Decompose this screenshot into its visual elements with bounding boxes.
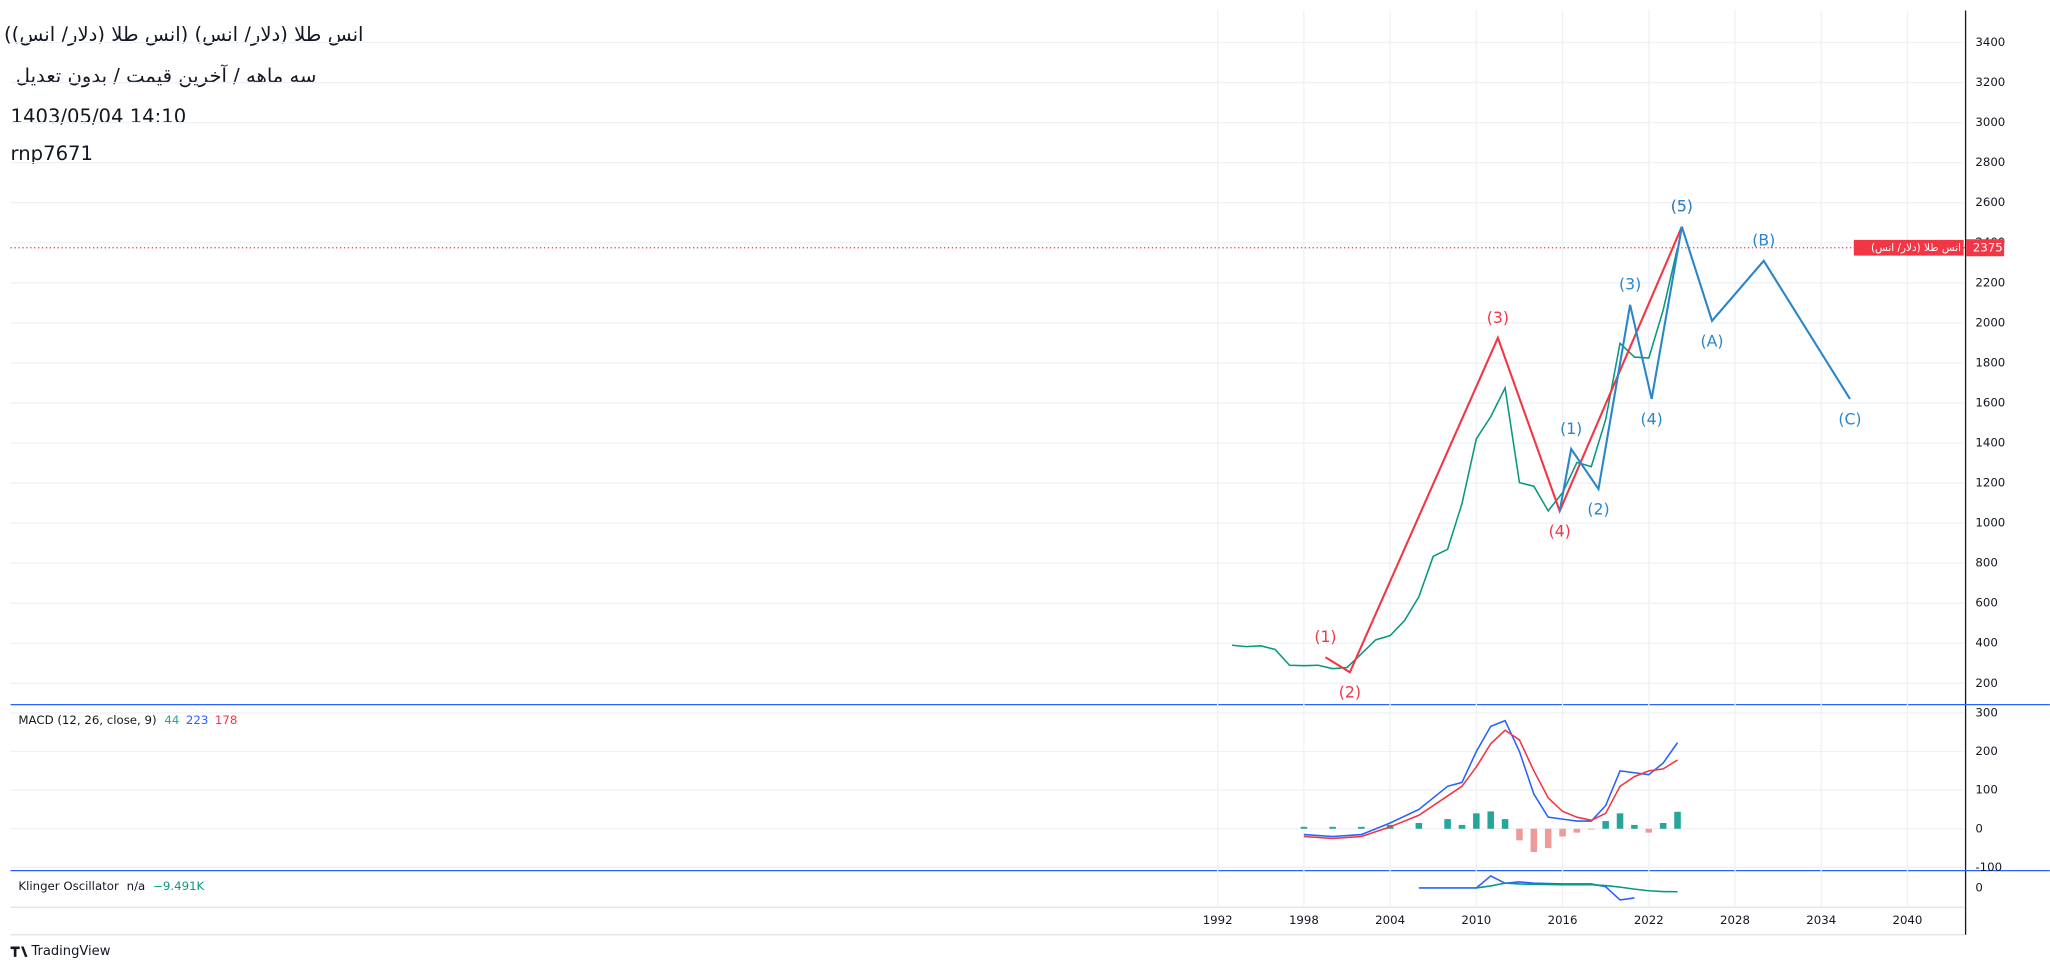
wave-label: (2) [1587, 499, 1609, 518]
wave-label: (2) [1339, 683, 1361, 702]
y-tick-label: 2800 [1975, 155, 2005, 169]
wave-label: (1) [1314, 627, 1336, 646]
histogram-bar [1415, 822, 1423, 829]
last-price-label: 2375 [1973, 240, 2003, 254]
y-tick-label: 2200 [1975, 275, 2005, 289]
symbol-subtitle: سه ماهه / آخرین قیمت / بدون تعدیل [16, 64, 317, 88]
wave-label: (5) [1671, 197, 1693, 216]
y-tick-label: 3200 [1975, 75, 2005, 89]
wave-label: (4) [1549, 521, 1571, 540]
y-tick-label: 1200 [1975, 476, 2005, 490]
tradingview-logo [10, 946, 28, 957]
wave-label: (4) [1641, 409, 1663, 428]
y-tick-label: 200 [1975, 676, 1997, 690]
last-price-name: انس طلا (دلار/ انس) [1871, 242, 1961, 254]
indicator-title: MACD (12, 26, close, 9) [18, 713, 156, 727]
y-tick-label: 200 [1975, 744, 1997, 758]
series-line [1303, 719, 1679, 838]
y-tick-label: 0 [1975, 880, 1982, 894]
x-tick-label: 2010 [1461, 913, 1491, 927]
symbol-title: انس طلا (دلار/ انس) (انس طلا (دلار/ انس)… [4, 23, 363, 46]
y-tick-label: 0 [1975, 821, 1982, 835]
x-tick-label: 2004 [1375, 913, 1405, 927]
histogram-bar [1573, 828, 1581, 833]
y-tick-label: 1000 [1975, 516, 2005, 530]
histogram-bar [1473, 813, 1480, 829]
indicator-value: 44 [164, 713, 179, 727]
x-tick-label: 2022 [1634, 913, 1664, 927]
y-tick-label: -100 [1975, 860, 2002, 874]
author: rnp7671 [11, 142, 93, 165]
y-tick-label: 1400 [1975, 435, 2005, 449]
histogram-bar [1602, 821, 1609, 829]
indicator-status: n/a [127, 879, 146, 893]
histogram-bar [1544, 828, 1552, 849]
wave-label: (3) [1487, 308, 1509, 327]
y-tick-label: 2000 [1975, 315, 2005, 329]
histogram-bar [1659, 822, 1667, 829]
y-tick-label: 1800 [1975, 355, 2005, 369]
wave-label: (A) [1701, 331, 1724, 350]
indicator-value: 223 [186, 713, 208, 727]
histogram-bar [1616, 813, 1624, 829]
histogram-bar [1487, 811, 1494, 829]
y-tick-label: 3000 [1975, 115, 2005, 129]
wave-label: (5) [1671, 197, 1693, 216]
y-tick-label: 300 [1975, 705, 1997, 719]
snapshot-date: 1403/05/04 14:10 [11, 105, 187, 128]
histogram-bar [1588, 828, 1595, 830]
y-tick-label: 3400 [1975, 35, 2005, 49]
wave-label: (C) [1838, 409, 1861, 428]
series-line [1476, 882, 1678, 893]
indicator-title: Klinger Oscillator [18, 879, 119, 893]
last-price-box [1966, 239, 2005, 257]
wave-label: (B) [1752, 231, 1775, 250]
histogram-bar [1674, 811, 1681, 829]
wave-line [1558, 226, 1851, 512]
series-line [1231, 247, 1679, 670]
x-tick-label: 2040 [1892, 913, 1922, 927]
y-tick-label: 600 [1975, 596, 1997, 610]
indicator-value: 178 [215, 713, 237, 727]
brand: TradingView [30, 944, 110, 959]
histogram-bar [1516, 828, 1523, 841]
histogram-bar [1329, 826, 1336, 829]
y-tick-label: 400 [1975, 636, 1997, 650]
wave-label: (3) [1619, 275, 1641, 294]
histogram-bar [1559, 828, 1566, 837]
wave-label: (1) [1560, 419, 1582, 438]
y-tick-label: 2600 [1975, 195, 2005, 209]
histogram-bar [1631, 824, 1638, 829]
histogram-bar [1530, 828, 1538, 852]
y-tick-label: 800 [1975, 556, 1997, 570]
series-line [1418, 875, 1635, 901]
last-price-name-box [1853, 239, 1964, 256]
histogram-bar [1300, 826, 1308, 829]
wave-line [1324, 226, 1683, 674]
histogram-bar [1358, 826, 1365, 829]
y-tick-label: 100 [1975, 783, 1997, 797]
x-tick-label: 1998 [1289, 913, 1319, 927]
histogram-bar [1458, 824, 1466, 829]
histogram-bar [1444, 819, 1451, 829]
x-tick-label: 2028 [1720, 913, 1750, 927]
histogram-bar [1645, 828, 1653, 833]
x-tick-label: 1992 [1203, 913, 1233, 927]
series-line [1303, 729, 1678, 840]
x-tick-label: 2034 [1806, 913, 1836, 927]
y-tick-label: 1600 [1975, 395, 2005, 409]
indicator-value: −9.491K [153, 879, 204, 893]
histogram-bar [1501, 819, 1509, 829]
x-tick-label: 2016 [1548, 913, 1578, 927]
